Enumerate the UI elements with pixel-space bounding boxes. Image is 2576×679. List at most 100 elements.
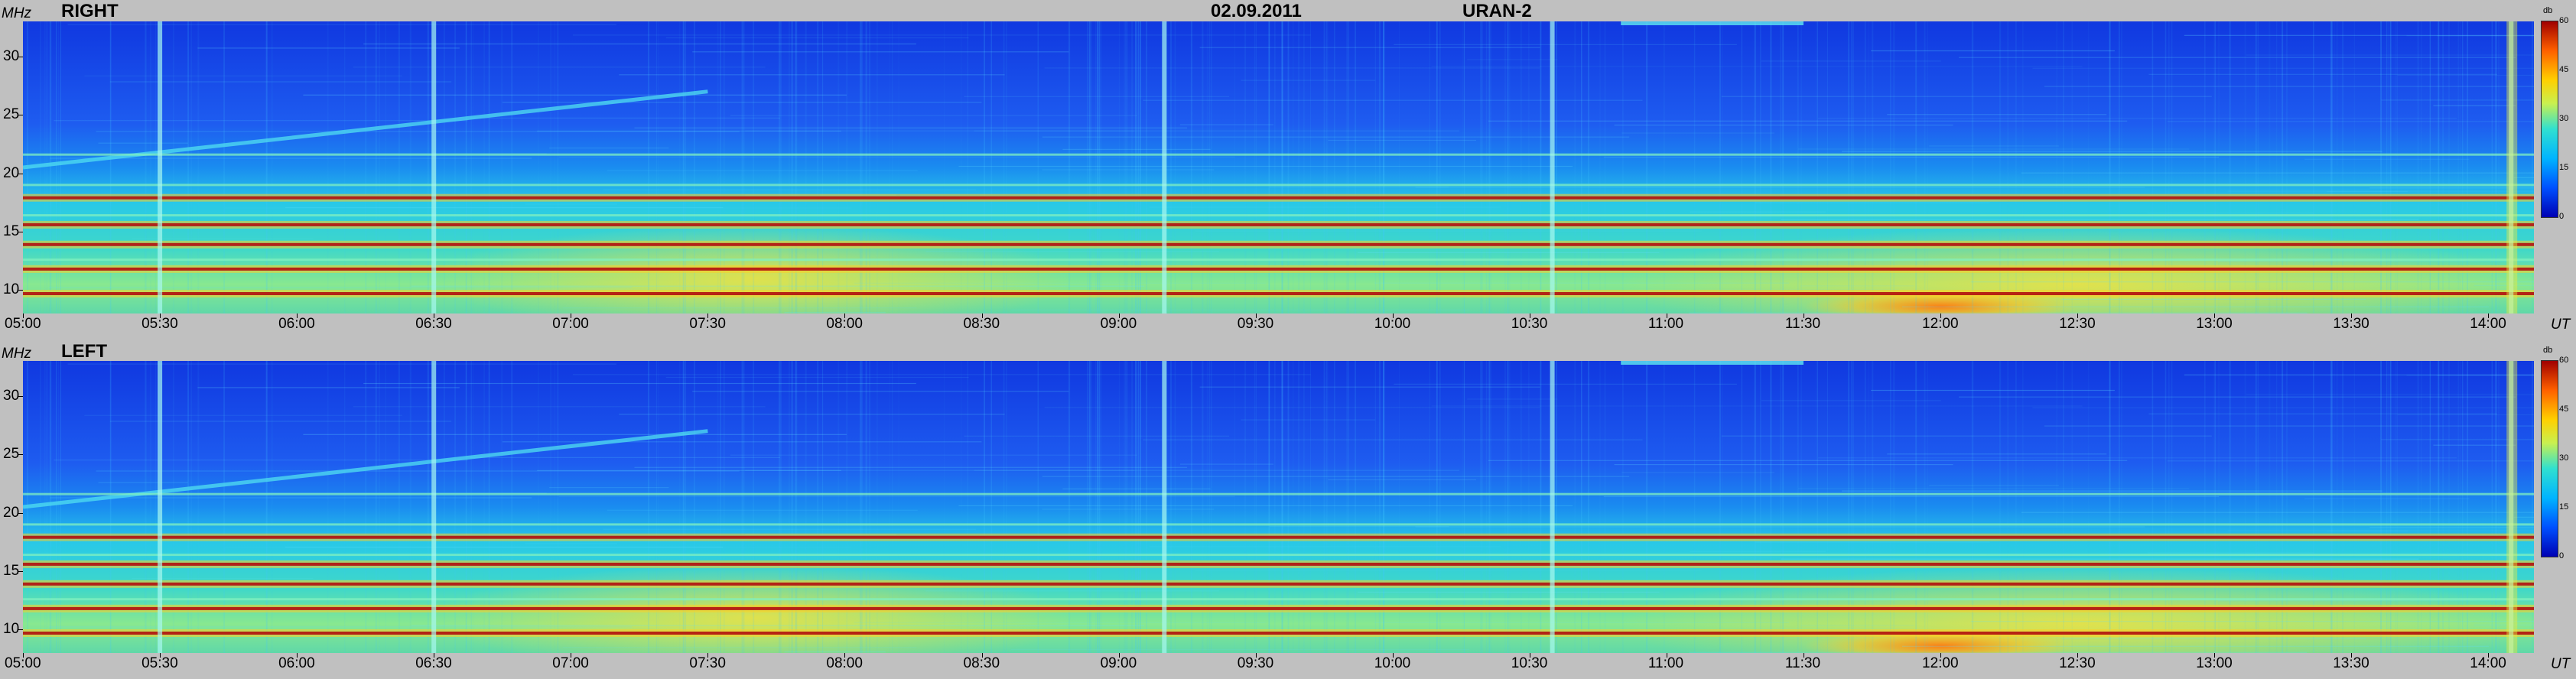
texture-streak	[1274, 361, 1276, 653]
texture-streak	[2071, 21, 2073, 314]
colorbar-tick-label: 30	[2559, 453, 2569, 463]
texture-streak	[1325, 21, 1327, 314]
texture-streak	[2421, 361, 2422, 653]
texture-streak	[2330, 21, 2332, 314]
texture-line	[2513, 516, 2534, 518]
texture-streak	[1097, 21, 1098, 314]
texture-line	[1781, 219, 2419, 220]
texture-streak	[2495, 361, 2497, 653]
texture-streak	[197, 361, 200, 653]
texture-streak	[1206, 21, 1208, 314]
texture-streak	[2165, 361, 2167, 653]
texture-streak	[511, 21, 512, 314]
texture-line	[2397, 74, 2534, 76]
texture-streak	[1347, 21, 1349, 314]
texture-streak	[365, 21, 367, 314]
texture-streak	[1491, 21, 1492, 314]
strong-band	[23, 223, 2534, 226]
texture-line	[2369, 187, 2534, 189]
texture-streak	[327, 361, 329, 653]
texture-streak	[2119, 21, 2120, 314]
texture-streak	[865, 21, 867, 314]
x-tick-label: 07:00	[552, 316, 589, 332]
texture-streak	[1890, 21, 1891, 314]
texture-streak	[1268, 21, 1270, 314]
texture-streak	[454, 21, 456, 314]
texture-line	[572, 374, 1311, 375]
colorbar-label-bottom: db	[2543, 346, 2553, 355]
texture-streak	[1274, 21, 1276, 314]
texture-streak	[2071, 361, 2073, 653]
texture-streak	[1528, 21, 1530, 314]
texture-streak	[1782, 21, 1784, 314]
strong-band	[23, 292, 2534, 295]
x-tick-mark	[297, 314, 298, 318]
spike	[1550, 361, 1555, 653]
texture-line	[1415, 526, 2145, 528]
texture-streak	[1754, 361, 1756, 653]
texture-streak	[648, 21, 649, 314]
x-tick-label: 09:30	[1237, 655, 1274, 671]
texture-streak	[789, 361, 790, 653]
texture-streak	[1254, 21, 1255, 314]
x-tick-label: 05:30	[141, 316, 178, 332]
texture-streak	[2334, 21, 2335, 314]
texture-streak	[1848, 361, 1850, 653]
texture-streak	[1915, 21, 1917, 314]
texture-streak	[2168, 361, 2170, 653]
texture-streak	[2255, 361, 2257, 653]
x-tick-mark	[23, 314, 24, 318]
texture-streak	[2215, 21, 2216, 314]
texture-line	[84, 414, 402, 416]
texture-streak	[1287, 361, 1290, 653]
texture-streak	[1556, 21, 1557, 314]
x-tick-mark	[2077, 314, 2079, 318]
texture-streak	[2459, 361, 2461, 653]
texture-line	[2327, 190, 2408, 192]
texture-streak	[1140, 361, 1141, 653]
texture-streak	[1462, 21, 1464, 314]
texture-streak	[385, 21, 386, 314]
x-unit-label-top: UT	[2551, 317, 2571, 333]
texture-streak	[1268, 21, 1270, 314]
texture-streak	[2244, 361, 2246, 653]
texture-streak	[859, 361, 861, 653]
texture-streak	[2498, 21, 2500, 314]
texture-streak	[1851, 21, 1852, 314]
texture-streak	[145, 21, 147, 314]
texture-streak	[223, 361, 225, 653]
texture-line	[2032, 67, 2534, 69]
texture-streak	[57, 361, 59, 653]
texture-streak	[1463, 361, 1465, 653]
texture-streak	[1399, 21, 1400, 314]
texture-streak	[2063, 21, 2064, 314]
texture-streak	[1971, 361, 1973, 653]
texture-line	[197, 47, 460, 49]
texture-line	[1818, 457, 2457, 459]
strong-band	[23, 582, 2534, 586]
moderate-band	[23, 184, 2534, 187]
texture-streak	[753, 361, 755, 653]
texture-line	[2406, 35, 2534, 37]
spike-column	[2506, 21, 2518, 314]
texture-line	[2060, 638, 2366, 640]
texture-streak	[685, 361, 686, 653]
texture-streak	[2386, 361, 2388, 653]
texture-line	[411, 285, 1144, 287]
texture-line	[784, 651, 886, 653]
texture-streak	[1439, 21, 1441, 314]
texture-streak	[1722, 21, 1723, 314]
texture-streak	[1068, 361, 1071, 653]
x-tick-label: 13:30	[2333, 316, 2369, 332]
x-tick-label: 14:00	[2470, 316, 2506, 332]
texture-line	[1690, 211, 1826, 213]
texture-line	[2227, 190, 2534, 192]
x-tick-label: 10:00	[1374, 316, 1411, 332]
texture-streak	[1118, 21, 1120, 314]
texture-line	[1241, 80, 1376, 81]
texture-streak	[1971, 21, 1973, 314]
texture-line	[974, 469, 1135, 471]
texture-streak	[877, 21, 878, 314]
texture-streak	[682, 21, 684, 314]
texture-streak	[1325, 361, 1327, 653]
